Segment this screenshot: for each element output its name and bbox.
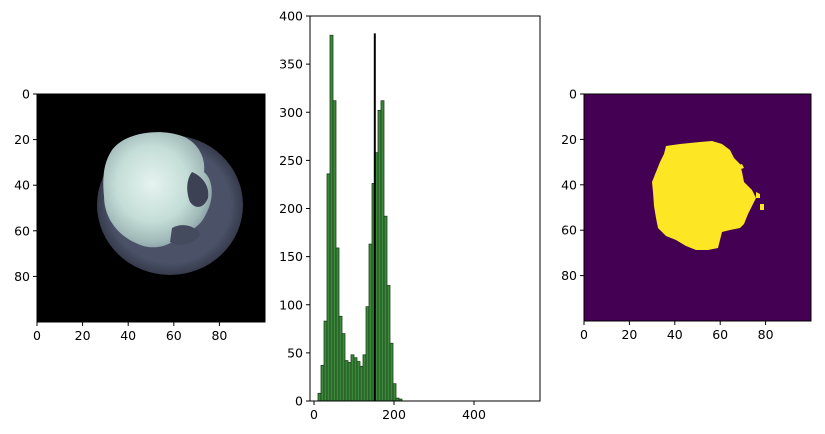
mask-ytick-label: 20 xyxy=(561,132,577,147)
scan-xtick-label: 40 xyxy=(120,328,136,343)
histogram-bar xyxy=(359,365,364,402)
histogram-xtick-label: 0 xyxy=(310,407,318,422)
histogram-bar xyxy=(389,342,394,402)
mask-xtick-label: 0 xyxy=(580,327,588,342)
scan-dark-patch xyxy=(187,172,209,207)
mask-ytick-label: 0 xyxy=(569,87,577,102)
scan-xtick-label: 60 xyxy=(166,328,182,343)
histogram-ytick-label: 300 xyxy=(279,105,303,120)
histogram-xtick-label: 200 xyxy=(382,407,406,422)
histogram-bar xyxy=(377,109,382,402)
histogram-bar xyxy=(353,357,358,402)
mask-xtick-label: 80 xyxy=(758,327,774,342)
histogram-bar xyxy=(320,364,325,402)
histogram-bar xyxy=(344,360,349,402)
mask-axes-frame xyxy=(583,93,812,322)
histogram-ytick-label: 50 xyxy=(287,345,303,360)
histogram-bar xyxy=(326,173,331,402)
histogram-bar xyxy=(356,361,361,402)
histogram-bar xyxy=(392,383,397,402)
scan-ytick-label: 80 xyxy=(14,269,30,284)
histogram-bar xyxy=(362,354,367,402)
histogram-panel: 0 200 400 0 50 100 150 200 250 300 350 400 xyxy=(279,9,541,422)
scan-image-panel: 0 20 40 60 80 0 20 40 60 80 xyxy=(14,87,266,343)
scan-axes-frame xyxy=(36,93,266,323)
histogram-bar xyxy=(368,243,373,402)
mask-xtick-label: 20 xyxy=(621,327,637,342)
histogram-bar xyxy=(383,215,388,402)
histogram-bar xyxy=(347,362,352,402)
mask-ytick-label: 60 xyxy=(561,223,577,238)
scan-ytick-label: 20 xyxy=(14,132,30,147)
histogram-bar xyxy=(332,100,337,402)
mask-xtick-label: 40 xyxy=(667,327,683,342)
scan-ytick-label: 0 xyxy=(22,87,30,102)
histogram-bar xyxy=(380,100,385,402)
histogram-bar xyxy=(317,392,322,402)
scan-xtick-label: 0 xyxy=(33,328,41,343)
histogram-bar xyxy=(323,320,328,402)
scan-ytick-label: 60 xyxy=(14,223,30,238)
histogram-bar xyxy=(365,306,370,402)
mask-foreground-blob xyxy=(652,141,764,250)
mask-ytick-label: 80 xyxy=(561,268,577,283)
histogram-bar xyxy=(386,285,391,402)
histogram-bar xyxy=(329,34,334,402)
histogram-bar xyxy=(335,247,340,402)
histogram-ytick-label: 150 xyxy=(279,249,303,264)
scan-dark-patch-lower xyxy=(170,225,200,245)
histogram-ytick-label: 400 xyxy=(279,9,303,24)
histogram-bar xyxy=(338,315,343,402)
histogram-ytick-label: 200 xyxy=(279,201,303,216)
histogram-bar xyxy=(350,354,355,402)
scan-xtick-label: 20 xyxy=(75,328,91,343)
scan-bright-region xyxy=(103,132,212,248)
histogram-ytick-label: 250 xyxy=(279,153,303,168)
histogram-xtick-label: 400 xyxy=(462,407,486,422)
histogram-bar xyxy=(341,333,346,402)
scan-ytick-label: 40 xyxy=(14,178,30,193)
scan-xtick-label: 80 xyxy=(211,328,227,343)
mask-ytick-label: 40 xyxy=(561,177,577,192)
mask-xtick-label: 60 xyxy=(712,327,728,342)
mask-image-panel: 0 20 40 60 80 0 20 40 60 80 xyxy=(561,87,812,342)
histogram-ytick-label: 350 xyxy=(279,57,303,72)
histogram-ytick-label: 0 xyxy=(295,394,303,409)
histogram-ytick-label: 100 xyxy=(279,297,303,312)
